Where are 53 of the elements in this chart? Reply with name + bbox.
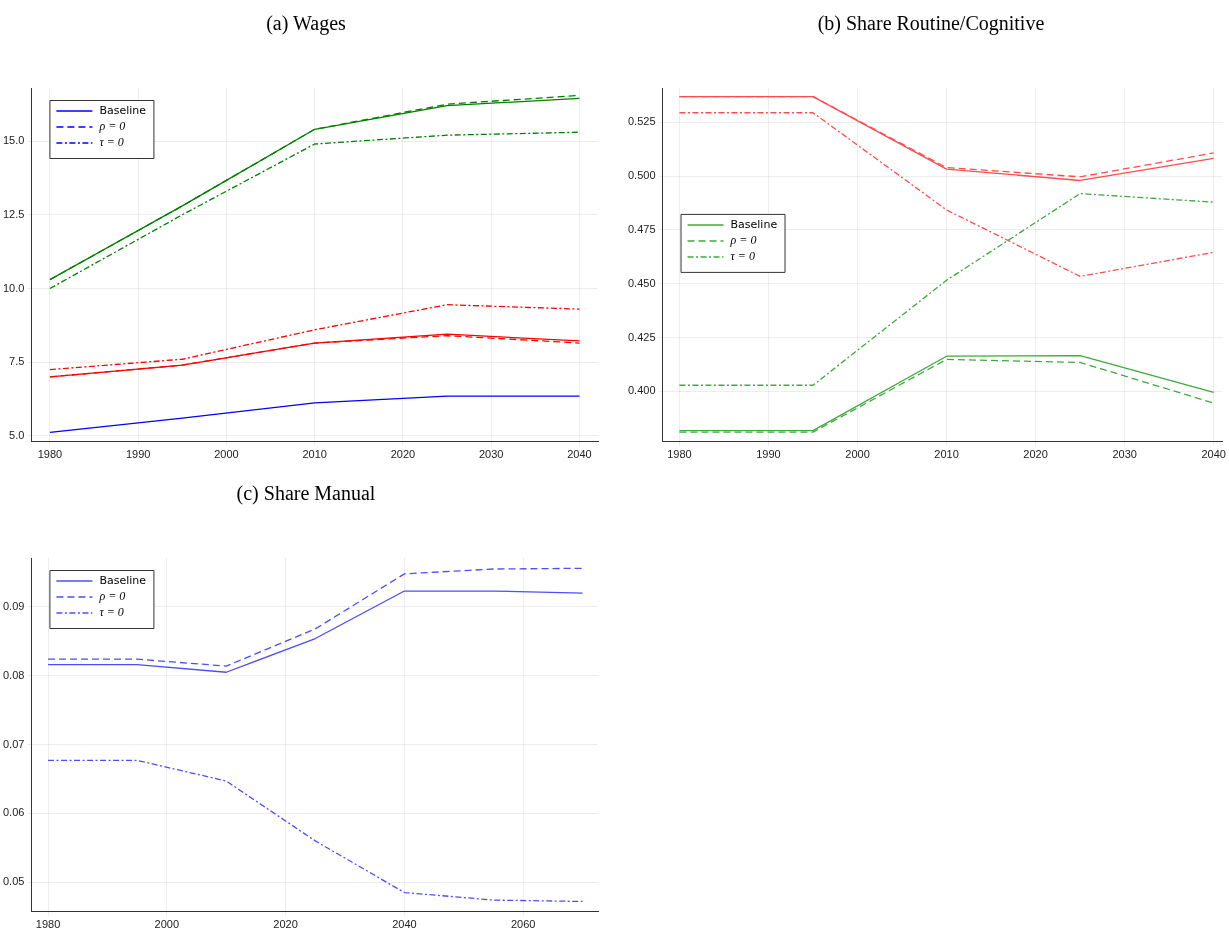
- y-tick-label: 0.475: [628, 222, 656, 235]
- x-tick-label: 2040: [567, 448, 592, 461]
- legend-label: ρ = 0: [729, 233, 757, 248]
- x-tick-label: 2000: [845, 448, 870, 461]
- x-tick-label: 2030: [478, 448, 504, 461]
- legend-label: ρ = 0: [98, 589, 126, 604]
- x-tick-label: 2000: [214, 448, 239, 461]
- y-tick-label: 0.525: [628, 115, 656, 128]
- x-tick-label: 2040: [1201, 448, 1226, 461]
- x-tick-label: 2020: [273, 918, 298, 931]
- legend-label: Baseline: [99, 103, 147, 117]
- y-tick-label: 5.0: [9, 428, 25, 441]
- chart-title: (a) Wages: [265, 12, 347, 35]
- y-tick-label: 0.450: [628, 276, 656, 289]
- y-tick-label: 0.09: [2, 599, 25, 612]
- x-tick-label: 2020: [1023, 448, 1048, 461]
- line-series: [47, 759, 584, 903]
- x-tick-label: 2000: [154, 918, 180, 931]
- chart-title: (b) Share Routine/Cognitive: [816, 12, 1046, 35]
- line-series: [47, 567, 584, 667]
- y-tick-label: 15.0: [2, 134, 25, 147]
- y-tick-label: 0.425: [628, 330, 656, 343]
- y-tick-label: 0.08: [2, 668, 25, 681]
- x-tick-label: 2020: [390, 448, 416, 461]
- x-tick-label: 1980: [667, 448, 692, 461]
- x-tick-label: 2010: [934, 448, 959, 461]
- y-tick-label: 0.400: [628, 384, 656, 397]
- y-tick-label: 0.05: [2, 875, 25, 888]
- legend-label: τ = 0: [99, 605, 124, 620]
- legend-label: ρ = 0: [98, 119, 126, 134]
- y-tick-label: 10.0: [2, 281, 25, 294]
- legend-label: τ = 0: [730, 249, 755, 264]
- y-tick-label: 0.500: [628, 169, 656, 182]
- y-tick-label: 7.5: [9, 355, 25, 368]
- line-series: [49, 304, 581, 371]
- x-tick-label: 2060: [510, 918, 536, 931]
- line-series: [49, 131, 581, 290]
- x-tick-label: 2010: [302, 448, 327, 461]
- legend-label: Baseline: [730, 217, 778, 231]
- y-tick-label: 0.06: [2, 806, 25, 819]
- x-tick-label: 2030: [1112, 448, 1137, 461]
- chart-title: (c) Share Manual: [235, 482, 377, 505]
- y-tick-label: 12.5: [2, 207, 25, 220]
- x-tick-label: 1980: [37, 448, 63, 461]
- legend-label: τ = 0: [99, 135, 124, 150]
- x-tick-label: 1980: [35, 918, 61, 931]
- x-tick-label: 1990: [125, 448, 151, 461]
- x-tick-label: 2040: [392, 918, 417, 931]
- y-tick-label: 0.07: [2, 737, 25, 750]
- line-series: [678, 192, 1215, 386]
- x-tick-label: 1990: [756, 448, 781, 461]
- legend-label: Baseline: [99, 573, 147, 587]
- line-series: [678, 112, 1215, 278]
